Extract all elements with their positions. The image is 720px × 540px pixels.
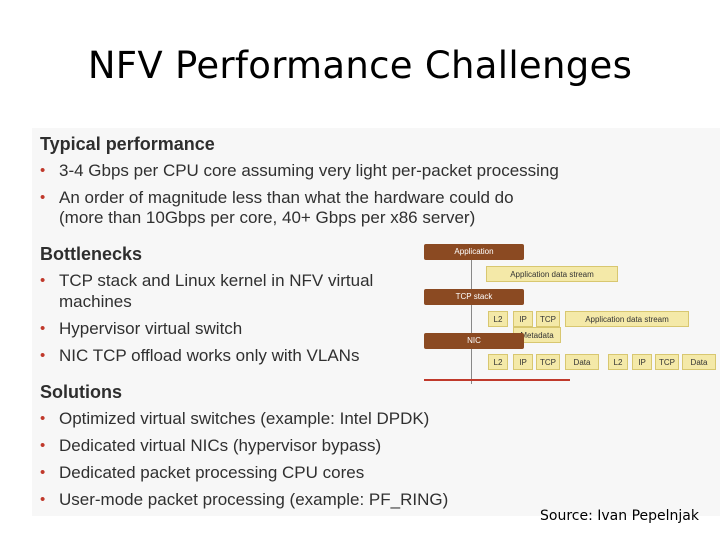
bullet-text: Optimized virtual switches (example: Int… [59,409,430,428]
header-ip: IP [513,354,533,370]
source-credit: Source: Ivan Pepelnjak [540,508,699,524]
bullet-text: TCP stack and Linux kernel in NFV virtua… [59,271,374,290]
bullet-dot: • [40,347,46,364]
bullet-text: Dedicated virtual NICs (hypervisor bypas… [59,436,382,455]
wire-line [424,379,570,381]
header-tcp: TCP [536,354,560,370]
bullet-text: 3-4 Gbps per CPU core assuming very ligh… [59,161,559,180]
header-l2: L2 [488,354,508,370]
payload-data: Data [565,354,599,370]
bullet-text: machines [59,292,132,311]
header-l2: L2 [608,354,628,370]
header-tcp: TCP [655,354,679,370]
heading-typical-performance: Typical performance [40,134,215,154]
bullet-dot: • [40,189,46,206]
metadata-box: Metadata [513,327,561,343]
bullet-dot: • [40,162,46,179]
bullet-text: Dedicated packet processing CPU cores [59,463,365,482]
header-ip: IP [632,354,652,370]
header-tcp: TCP [536,311,560,327]
bullet-dot: • [40,437,46,454]
heading-bottlenecks: Bottlenecks [40,244,143,264]
bullet-text: Hypervisor virtual switch [59,319,243,338]
bullet-text: User-mode packet processing (example: PF… [59,490,449,509]
slide-title: NFV Performance Challenges [87,44,633,87]
application-layer-box: Application [424,244,524,260]
nic-layer-box: NIC [424,333,524,349]
bullet-dot: • [40,410,46,427]
header-ip: IP [513,311,533,327]
bullet-dot: • [40,272,46,289]
app-stream-box: Application data stream [486,266,618,282]
protocol-stack-diagram: Application Application data stream TCP … [420,240,720,390]
header-l2: L2 [488,311,508,327]
bullet-text: An order of magnitude less than what the… [59,188,514,207]
bullet-dot: • [40,464,46,481]
payload-data: Data [682,354,716,370]
heading-solutions: Solutions [40,382,122,402]
flow-line [471,256,472,384]
payload-app-stream: Application data stream [565,311,689,327]
bullet-text: (more than 10Gbps per core, 40+ Gbps per… [59,208,476,227]
bullet-dot: • [40,491,46,508]
bullet-text: NIC TCP offload works only with VLANs [59,346,360,365]
tcp-stack-layer-box: TCP stack [424,289,524,305]
bullet-dot: • [40,320,46,337]
